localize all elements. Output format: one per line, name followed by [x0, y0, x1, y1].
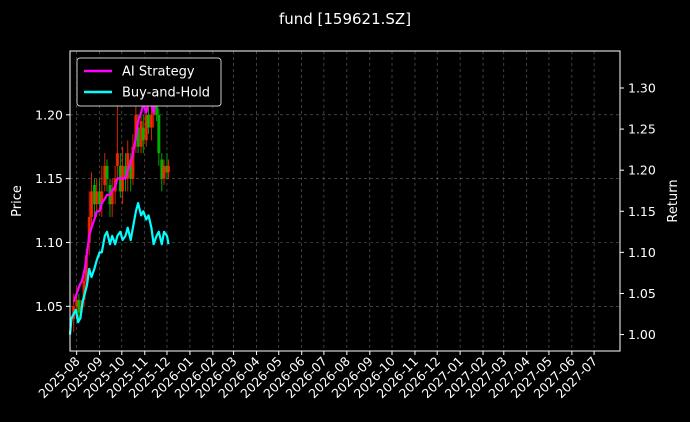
y-right-tick-label: 1.05	[628, 286, 656, 301]
candle-body	[134, 114, 138, 141]
candle-body	[110, 191, 114, 205]
y-axis-left-label: Price	[10, 185, 25, 217]
candle-body	[82, 280, 86, 300]
candle-body	[166, 165, 170, 173]
candle-body	[75, 299, 79, 307]
chart-title: fund [159621.SZ]	[279, 10, 411, 28]
candle-body	[124, 165, 128, 179]
candle-body	[105, 165, 109, 179]
y-axis-right-label: Return	[666, 179, 681, 222]
candle-body	[89, 191, 93, 217]
legend-box	[76, 57, 222, 107]
candle-body	[160, 159, 164, 179]
candle-body	[115, 153, 119, 166]
candle-body	[95, 191, 99, 205]
y-left-tick-label: 1.15	[35, 171, 63, 186]
y-right-tick-label: 1.10	[628, 245, 656, 260]
y-right-tick-label: 1.15	[628, 204, 656, 219]
y-right-tick-label: 1.25	[628, 122, 656, 137]
y-axis-right: 1.00 1.05 1.10 1.15 1.20 1.25 1.30	[620, 80, 656, 342]
candle-body	[141, 127, 145, 141]
candle-body	[149, 114, 153, 128]
candle-body	[84, 255, 88, 281]
series-lines	[68, 79, 170, 335]
candle-body	[144, 114, 148, 141]
legend-label-buy-and-hold: Buy-and-Hold	[122, 86, 210, 101]
candle-body	[129, 159, 133, 179]
y-right-tick-label: 1.00	[628, 327, 656, 342]
candle-body	[146, 114, 150, 128]
candle-body	[126, 153, 130, 179]
legend: AI Strategy Buy-and-Hold	[76, 57, 222, 107]
y-left-tick-label: 1.05	[35, 299, 63, 314]
y-left-tick-label: 1.20	[35, 107, 63, 122]
candle-body	[103, 165, 107, 186]
candle-body	[162, 165, 166, 179]
y-axis-left: 1.05 1.10 1.15 1.20	[35, 107, 70, 314]
series-line-ai-strategy	[72, 79, 163, 303]
candle-body	[98, 191, 102, 205]
candle-body	[136, 127, 140, 147]
plot-frame	[69, 50, 621, 352]
candle-body	[131, 146, 135, 179]
candle-body	[100, 191, 104, 205]
candle-body	[139, 121, 143, 147]
y-left-tick-label: 1.10	[35, 235, 63, 250]
y-right-tick-label: 1.20	[628, 163, 656, 178]
y-right-tick-label: 1.30	[628, 80, 656, 95]
legend-label-ai-strategy: AI Strategy	[122, 65, 195, 80]
x-axis: 2025-082025-092025-102025-112025-122026-…	[35, 351, 600, 401]
candle-body	[77, 299, 81, 313]
candle-body	[157, 114, 161, 154]
candle-body	[92, 185, 96, 205]
series-line-buy-and-hold	[68, 202, 170, 335]
candle-body	[87, 216, 91, 243]
